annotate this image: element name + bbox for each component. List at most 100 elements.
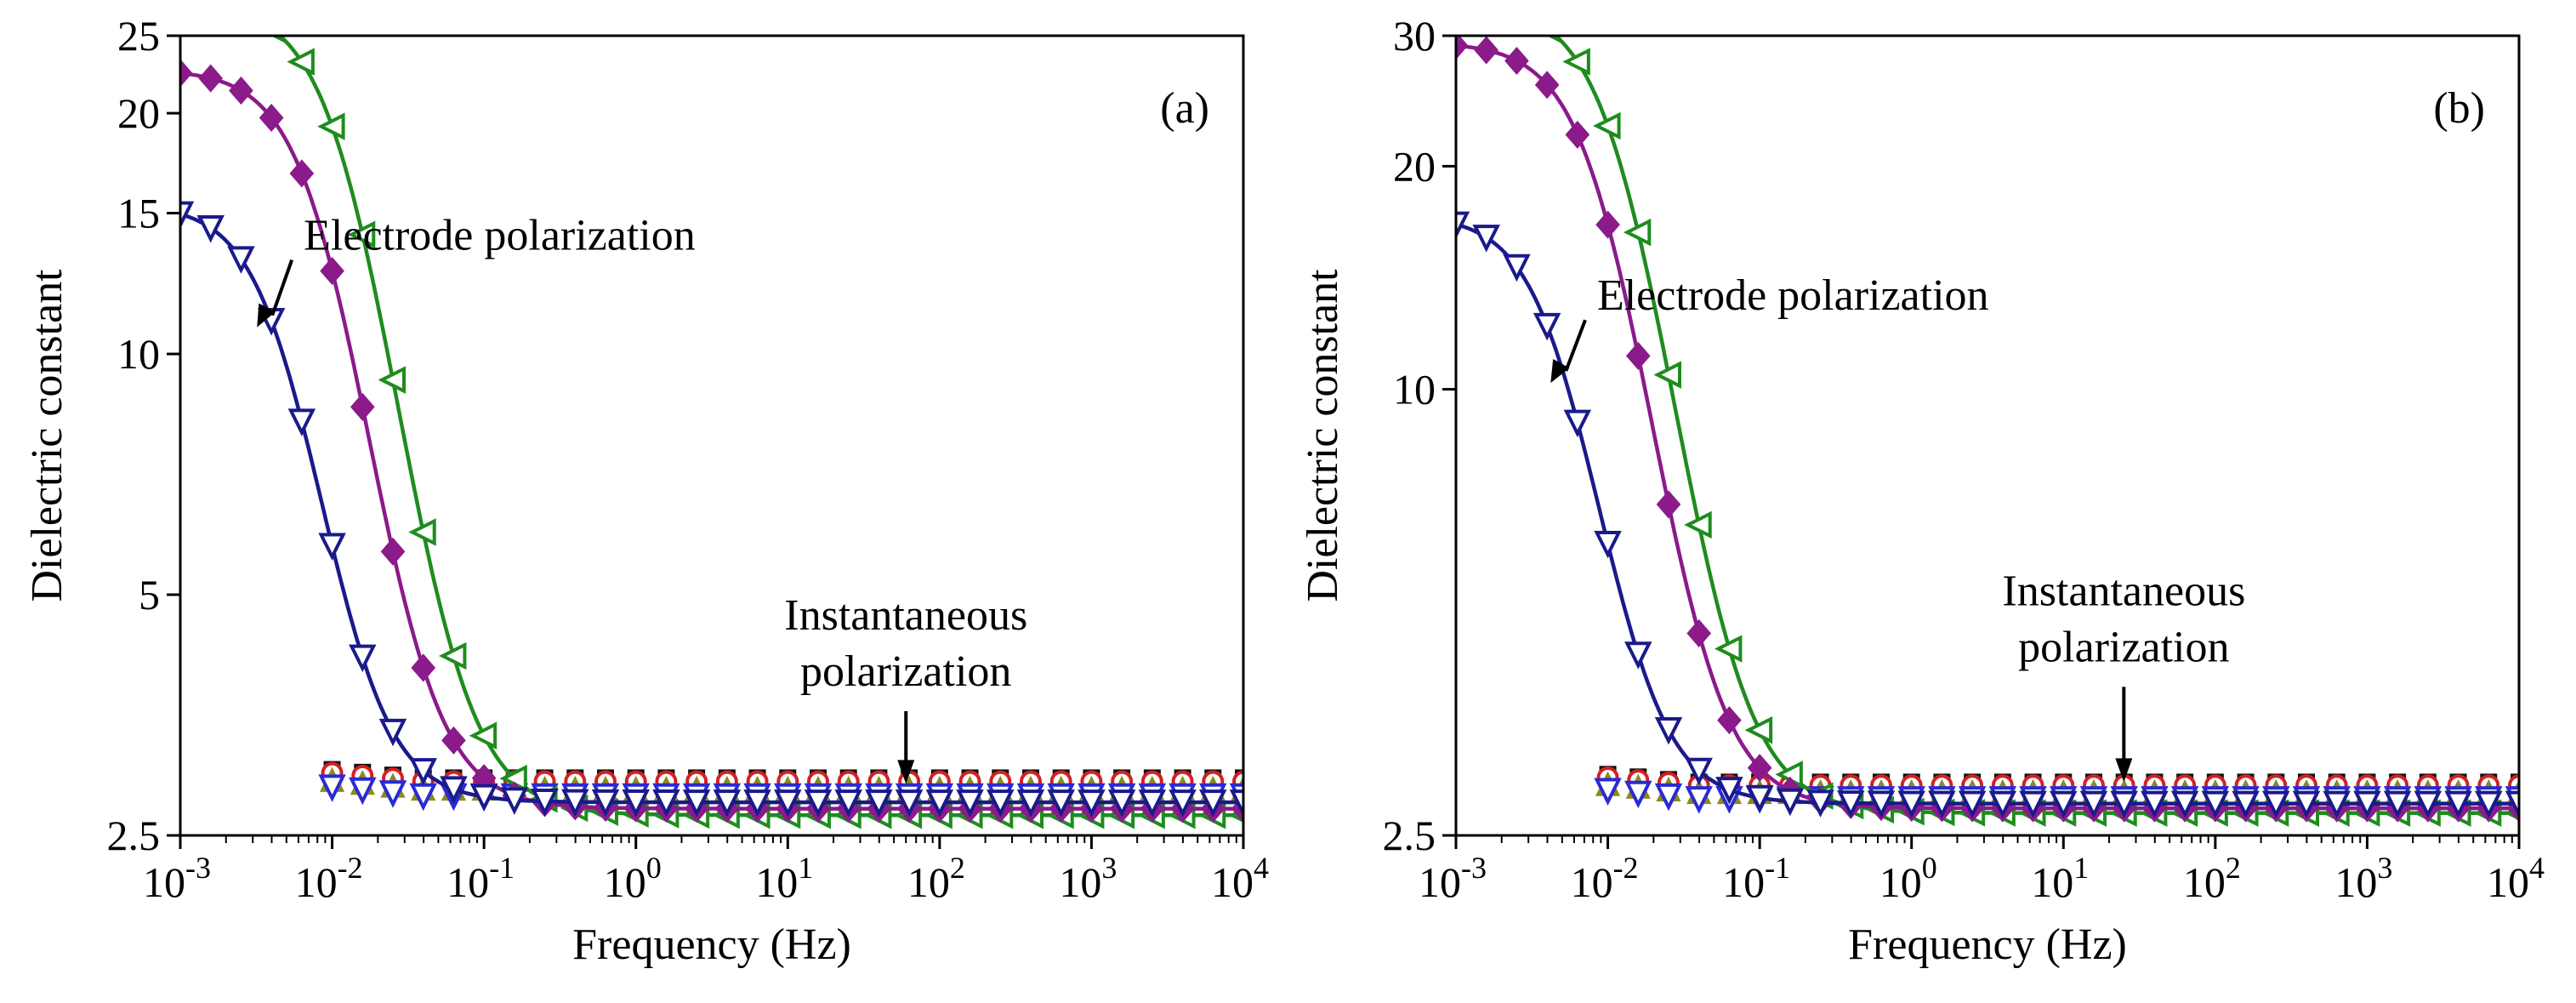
data-point-purple: [320, 256, 344, 286]
data-point-navy: [2475, 790, 2503, 819]
y-tick-label: 2.5: [1383, 812, 1436, 859]
data-point-navy: [2170, 790, 2199, 819]
annotation-text: polarization: [2018, 623, 2229, 671]
data-point-navy: [865, 789, 893, 818]
chart-panel-a: 10-3 10-2 10-1 100 101 102 103 104 2.5 5 10 15 20 25 F…: [23, 0, 1269, 969]
data-point-purple: [1625, 341, 1651, 370]
axes-frame: [179, 34, 1245, 837]
data-point-navy: [774, 789, 802, 818]
data-point-navy: [1654, 716, 1683, 745]
y-axis-title: Dielectric constant: [23, 269, 71, 602]
x-tick-label: 10-2: [1571, 851, 1639, 906]
data-point-navy: [561, 789, 589, 818]
data-point-navy: [440, 776, 468, 804]
data-point-purple: [259, 103, 284, 132]
data-point-navy: [1897, 790, 1925, 818]
data-point-navy: [2414, 790, 2442, 819]
data-point-navy: [349, 644, 377, 673]
chart-panel-b: 10-3 10-2 10-1 100 101 102 103 104 2.5 10 20 30 Freq…: [1299, 0, 2545, 969]
data-point-green: [438, 641, 467, 670]
series-purple: [1456, 36, 2519, 823]
data-point-blue: [318, 774, 346, 802]
data-point-navy: [500, 787, 529, 815]
data-point-navy: [1229, 789, 1243, 818]
plot-area: [1456, 0, 2519, 827]
data-point-purple: [198, 64, 224, 93]
panel-label: (a): [1160, 84, 1209, 133]
data-point-navy: [1776, 788, 1805, 817]
data-point-purple: [229, 76, 253, 105]
data-point-green: [347, 220, 376, 249]
data-point-navy: [2383, 790, 2412, 819]
annotation-text: Electrode polarization: [304, 212, 696, 260]
annotation-arrow-head: [2115, 758, 2133, 783]
data-point-purple: [1504, 46, 1529, 76]
data-point-navy: [2110, 790, 2138, 819]
data-point-navy: [196, 214, 225, 243]
data-point-navy: [804, 789, 833, 818]
data-point-green: [1562, 48, 1590, 76]
data-point-navy: [1594, 530, 1622, 559]
data-point-navy: [2232, 790, 2260, 819]
data-point-navy: [1016, 789, 1045, 818]
y-axis-title: Dielectric constant: [1299, 269, 1347, 602]
data-point-navy: [987, 789, 1015, 818]
data-point-blue: [1685, 786, 1713, 814]
x-tick-label: 103: [2334, 851, 2392, 906]
y-tick-label: 5: [139, 571, 160, 618]
data-point-green: [1684, 510, 1712, 539]
data-point-green: [200, 0, 222, 18]
y-tick-label: 2.5: [107, 812, 161, 859]
data-point-navy: [2444, 790, 2472, 819]
data-point-navy: [2323, 790, 2351, 819]
series-navy: [180, 201, 1243, 818]
data-point-purple: [1595, 210, 1620, 239]
data-point-green: [1476, 0, 1498, 18]
data-point-navy: [2079, 790, 2108, 819]
annotation-arrow-head: [1550, 359, 1570, 384]
annotation-electrode: Electrode polarization: [1550, 271, 1989, 384]
data-point-navy: [925, 789, 954, 818]
y-tick-label: 10: [1393, 366, 1436, 413]
data-point-purple: [1474, 36, 1499, 65]
data-point-navy: [1503, 254, 1531, 282]
data-point-navy: [652, 789, 680, 818]
fit-line-purple: [1456, 43, 2519, 811]
annotation-text: Instantaneous: [2002, 567, 2245, 615]
series-green: [169, 0, 1243, 829]
x-tick-label: 103: [1059, 851, 1117, 906]
data-point-green: [1593, 111, 1621, 140]
data-point-navy: [531, 789, 559, 817]
y-tick-label: 10: [117, 330, 160, 378]
data-point-navy: [2505, 790, 2519, 819]
data-point-navy: [318, 533, 346, 561]
x-tick-label: 10-2: [295, 851, 363, 906]
data-point-purple: [380, 537, 406, 566]
data-point-navy: [1047, 789, 1075, 818]
annotation-text: Electrode polarization: [1597, 271, 1989, 320]
annotation-text: polarization: [800, 647, 1011, 696]
data-point-navy: [2201, 790, 2230, 819]
x-tick-label: 102: [2183, 851, 2241, 906]
data-point-navy: [378, 718, 407, 747]
data-point-green: [169, 0, 191, 14]
data-point-navy: [1533, 312, 1561, 341]
x-tick-label: 10-3: [143, 851, 211, 906]
data-point-green: [378, 366, 406, 394]
data-point-navy: [1107, 789, 1136, 818]
data-point-purple: [1456, 36, 1469, 60]
annotation-instantaneous: Instantaneous polarization: [2002, 567, 2245, 783]
data-point-navy: [227, 246, 255, 274]
x-tick-label: 100: [1879, 851, 1937, 906]
y-tick-label: 20: [117, 89, 160, 137]
data-point-green: [1623, 218, 1652, 247]
data-point-navy: [2262, 790, 2290, 819]
annotation-arrow-shaft: [1564, 319, 1587, 372]
data-point-navy: [1988, 790, 2017, 819]
series-navy: [1456, 211, 2519, 819]
data-point-navy: [1685, 757, 1713, 786]
data-point-blue: [349, 777, 377, 806]
data-point-green: [1744, 715, 1773, 744]
annotation-arrow-head: [257, 303, 276, 328]
